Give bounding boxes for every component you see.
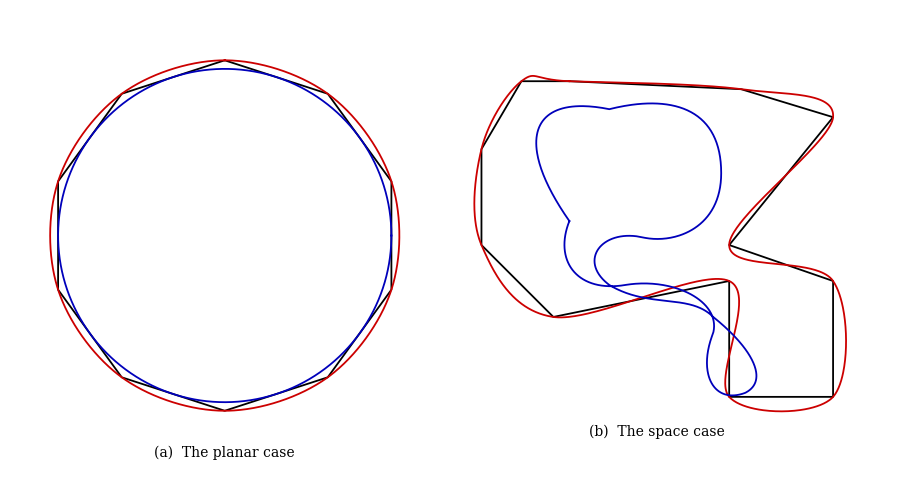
Text: (a)  The planar case: (a) The planar case bbox=[155, 446, 295, 460]
Text: (b)  The space case: (b) The space case bbox=[590, 425, 725, 439]
